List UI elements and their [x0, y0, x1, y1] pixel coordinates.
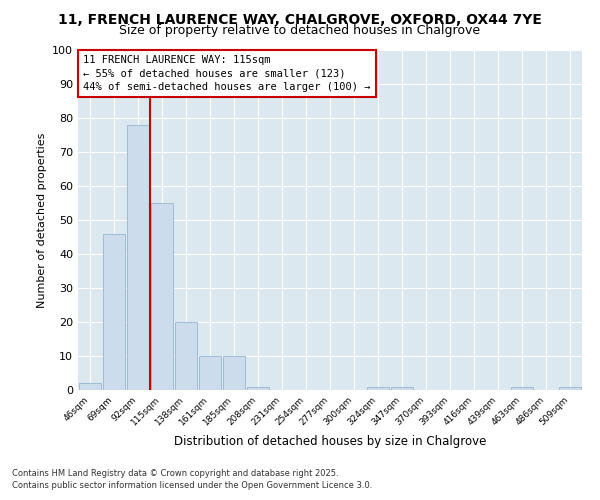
Bar	[151, 203, 173, 390]
Bar	[127, 125, 149, 390]
Bar	[199, 356, 221, 390]
Bar	[391, 386, 413, 390]
Bar	[367, 386, 389, 390]
Text: Contains HM Land Registry data © Crown copyright and database right 2025.: Contains HM Land Registry data © Crown c…	[12, 468, 338, 477]
Text: 11 FRENCH LAURENCE WAY: 115sqm
← 55% of detached houses are smaller (123)
44% of: 11 FRENCH LAURENCE WAY: 115sqm ← 55% of …	[83, 55, 371, 92]
Y-axis label: Number of detached properties: Number of detached properties	[37, 132, 47, 308]
Bar	[223, 356, 245, 390]
Bar	[559, 386, 581, 390]
Bar	[175, 322, 197, 390]
Bar	[79, 383, 101, 390]
X-axis label: Distribution of detached houses by size in Chalgrove: Distribution of detached houses by size …	[174, 436, 486, 448]
Text: Size of property relative to detached houses in Chalgrove: Size of property relative to detached ho…	[119, 24, 481, 37]
Text: Contains public sector information licensed under the Open Government Licence 3.: Contains public sector information licen…	[12, 481, 373, 490]
Bar	[103, 234, 125, 390]
Bar	[247, 386, 269, 390]
Bar	[511, 386, 533, 390]
Text: 11, FRENCH LAURENCE WAY, CHALGROVE, OXFORD, OX44 7YE: 11, FRENCH LAURENCE WAY, CHALGROVE, OXFO…	[58, 12, 542, 26]
